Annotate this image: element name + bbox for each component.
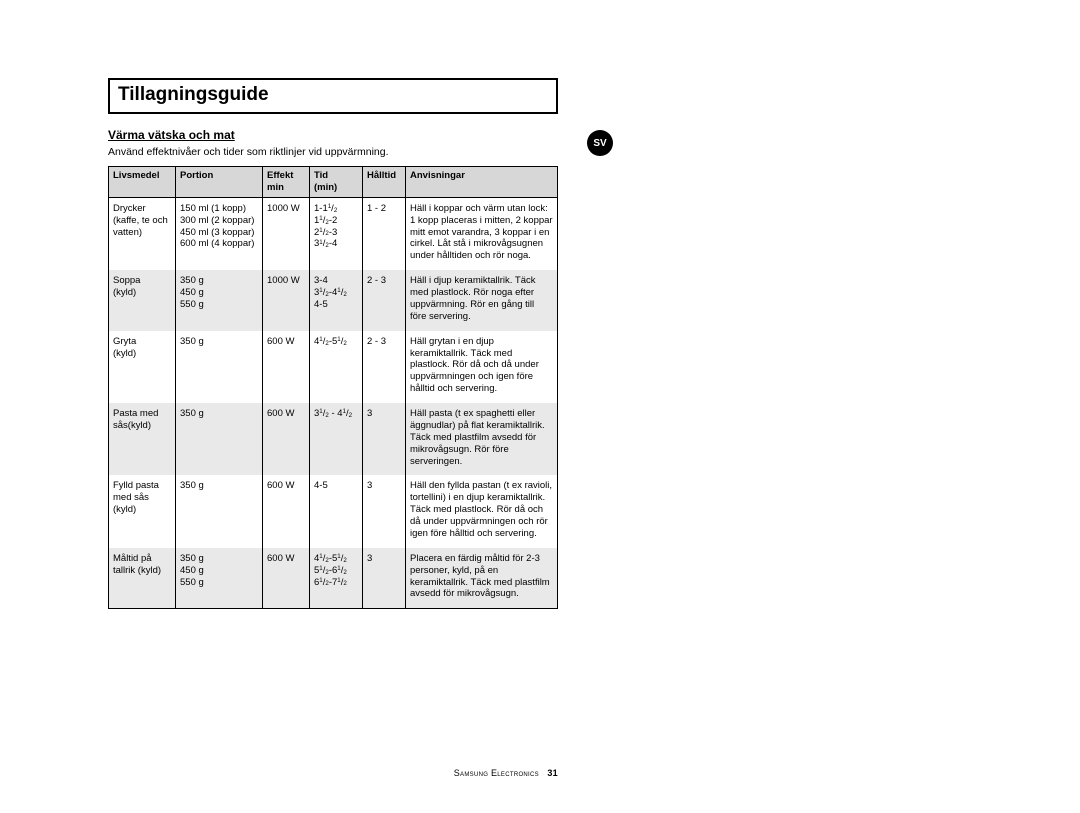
page-root: SV Tillagningsguide Värma vätska och mat… <box>0 0 1080 813</box>
cell-effekt: 1000 W <box>263 270 310 331</box>
cell-halltid: 3 <box>363 548 406 609</box>
col-livsmedel: Livsmedel <box>109 167 176 198</box>
cell-halltid: 3 <box>363 475 406 547</box>
col-tid-sub: (min) <box>314 182 337 193</box>
cell-livsmedel: Måltid på tallrik (kyld) <box>109 548 176 609</box>
col-tid: Tid (min) <box>310 167 363 198</box>
cell-halltid: 1 - 2 <box>363 197 406 270</box>
cell-portion: 150 ml (1 kopp)300 ml (2 koppar)450 ml (… <box>176 197 263 270</box>
guide-table: Livsmedel Portion Effekt min Tid (min) H… <box>108 166 558 609</box>
table-row: Pasta med sås(kyld)350 g600 W31/2 - 41/2… <box>109 403 558 475</box>
cell-portion: 350 g <box>176 403 263 475</box>
table-body: Drycker(kaffe, te och vatten)150 ml (1 k… <box>109 197 558 609</box>
cell-tid: 41/2-51/2 <box>310 331 363 403</box>
table-row: Fylld pasta med sås (kyld)350 g600 W4-53… <box>109 475 558 547</box>
cell-halltid: 2 - 3 <box>363 270 406 331</box>
cell-effekt: 600 W <box>263 403 310 475</box>
section-intro: Använd effektnivåer och tider som riktli… <box>108 146 558 158</box>
cell-portion: 350 g <box>176 475 263 547</box>
cell-anvisningar: Häll den fyllda pastan (t ex ravioli, to… <box>406 475 558 547</box>
cell-halltid: 2 - 3 <box>363 331 406 403</box>
cell-anvisningar: Häll grytan i en djup keramiktallrik. Tä… <box>406 331 558 403</box>
title-box: Tillagningsguide <box>108 78 558 114</box>
col-effekt: Effekt min <box>263 167 310 198</box>
cell-halltid: 3 <box>363 403 406 475</box>
cell-anvisningar: Placera en färdig måltid för 2-3 persone… <box>406 548 558 609</box>
section-subhead: Värma vätska och mat <box>108 128 558 142</box>
table-row: Måltid på tallrik (kyld)350 g450 g550 g6… <box>109 548 558 609</box>
page-footer: Samsung Electronics 31 <box>108 768 558 778</box>
footer-brand: Samsung Electronics <box>454 768 539 778</box>
cell-tid: 31/2 - 41/2 <box>310 403 363 475</box>
footer-page-number: 31 <box>547 768 558 778</box>
page-title: Tillagningsguide <box>118 84 548 106</box>
cell-livsmedel: Pasta med sås(kyld) <box>109 403 176 475</box>
cell-portion: 350 g <box>176 331 263 403</box>
cell-portion: 350 g450 g550 g <box>176 548 263 609</box>
cell-effekt: 600 W <box>263 548 310 609</box>
language-badge: SV <box>587 130 613 156</box>
cell-tid: 41/2-51/251/2-61/261/2-71/2 <box>310 548 363 609</box>
content-area: Tillagningsguide Värma vätska och mat An… <box>108 78 558 609</box>
table-row: Drycker(kaffe, te och vatten)150 ml (1 k… <box>109 197 558 270</box>
cell-portion: 350 g450 g550 g <box>176 270 263 331</box>
cell-anvisningar: Häll pasta (t ex spaghetti eller äggnudl… <box>406 403 558 475</box>
cell-tid: 4-5 <box>310 475 363 547</box>
cell-effekt: 600 W <box>263 331 310 403</box>
table-header-row: Livsmedel Portion Effekt min Tid (min) H… <box>109 167 558 198</box>
col-anvisningar: Anvisningar <box>406 167 558 198</box>
cell-livsmedel: Gryta(kyld) <box>109 331 176 403</box>
cell-effekt: 600 W <box>263 475 310 547</box>
cell-livsmedel: Soppa(kyld) <box>109 270 176 331</box>
col-halltid: Hålltid <box>363 167 406 198</box>
cell-tid: 1-11/211/2-221/2-331/2-4 <box>310 197 363 270</box>
cell-livsmedel: Fylld pasta med sås (kyld) <box>109 475 176 547</box>
cell-effekt: 1000 W <box>263 197 310 270</box>
col-tid-label: Tid <box>314 170 328 181</box>
col-effekt-sub: min <box>267 182 284 193</box>
table-row: Soppa(kyld)350 g450 g550 g1000 W3-431/2-… <box>109 270 558 331</box>
col-portion: Portion <box>176 167 263 198</box>
cell-tid: 3-431/2-41/24-5 <box>310 270 363 331</box>
col-effekt-label: Effekt <box>267 170 293 181</box>
cell-anvisningar: Häll i koppar och värm utan lock: 1 kopp… <box>406 197 558 270</box>
table-row: Gryta(kyld)350 g600 W41/2-51/22 - 3Häll … <box>109 331 558 403</box>
cell-anvisningar: Häll i djup keramiktallrik. Täck med pla… <box>406 270 558 331</box>
cell-livsmedel: Drycker(kaffe, te och vatten) <box>109 197 176 270</box>
